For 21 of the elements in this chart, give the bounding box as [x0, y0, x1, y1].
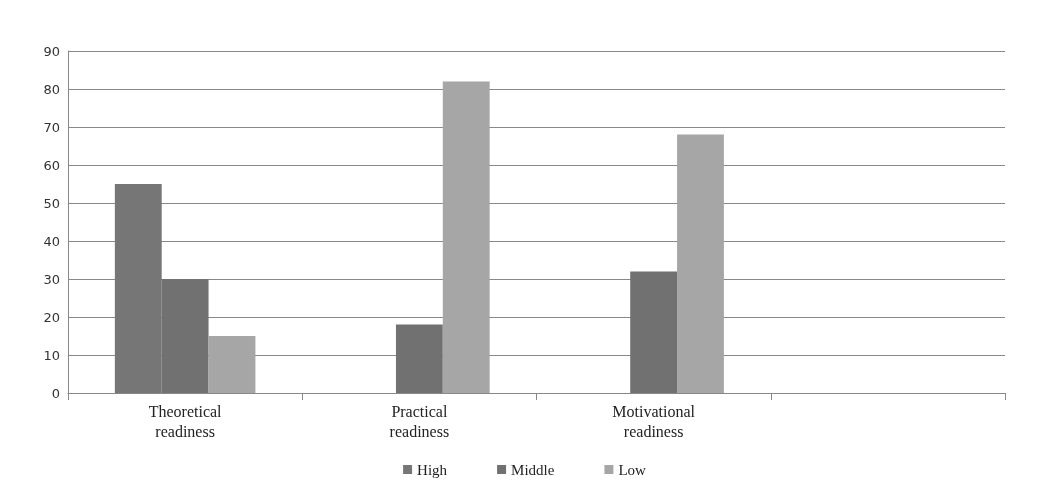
bar [208, 336, 256, 393]
legend-label: High [417, 461, 448, 478]
y-tick-label: 90 [43, 43, 60, 59]
y-tick-label: 60 [43, 157, 60, 173]
y-tick-label: 0 [51, 385, 60, 401]
y-tick-label: 40 [43, 233, 60, 249]
x-tick-label: Theoretical readiness [148, 402, 223, 440]
bar [442, 81, 490, 393]
y-tick-label: 30 [43, 271, 60, 287]
y-tick-label: 20 [43, 309, 60, 325]
bar [677, 134, 724, 393]
bar [395, 324, 443, 393]
y-tick-label: 70 [43, 119, 60, 135]
y-tick-label: 50 [43, 195, 60, 211]
legend-label: Middle [511, 461, 555, 478]
y-tick-label: 10 [43, 347, 60, 363]
y-tick-label: 80 [43, 81, 60, 97]
x-tick-label: Practical readiness [389, 402, 450, 440]
legend-label: Low [618, 461, 647, 478]
bar [630, 271, 678, 393]
x-tick-label: Motivational readiness [612, 402, 696, 440]
